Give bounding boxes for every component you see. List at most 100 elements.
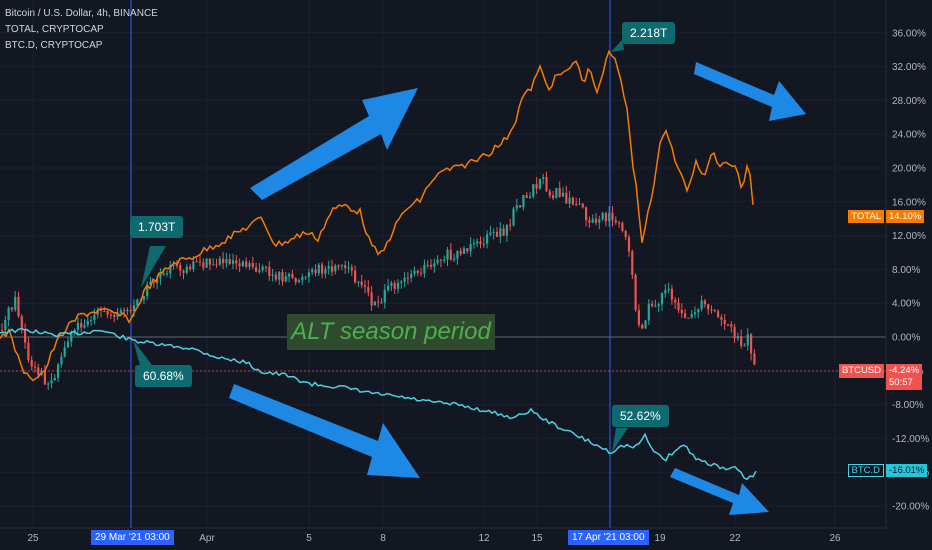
legend-symbol-total[interactable]: TOTAL, CRYPTOCAP	[5, 24, 104, 35]
candle-body	[707, 304, 710, 310]
candle-body	[268, 267, 271, 276]
candle-body	[340, 265, 343, 267]
arrow-down-icon	[229, 384, 420, 478]
candle-body	[344, 265, 347, 268]
price-axis-tick-label: 24.00%	[892, 130, 926, 141]
candle-body	[76, 322, 79, 330]
callout-pointer-2	[611, 40, 624, 52]
arrow-up-icon	[250, 88, 418, 200]
candle-body	[162, 273, 165, 275]
candle-body	[631, 251, 634, 275]
total-tag-value: 14.10%	[889, 211, 922, 222]
candle-body	[466, 248, 469, 252]
candle-body	[288, 273, 291, 277]
candle-body	[307, 272, 310, 277]
candle-body	[509, 224, 512, 226]
btcusd-tag-timer: 50:57	[889, 377, 913, 388]
candle-body	[743, 345, 746, 347]
candle-body	[581, 203, 584, 208]
candle-body	[594, 218, 598, 223]
candle-body	[502, 228, 505, 236]
candle-body	[231, 260, 235, 264]
legend-symbol-btcd[interactable]: BTC.D, CRYPTOCAP	[5, 40, 103, 51]
price-axis-tick-label: 28.00%	[892, 96, 926, 107]
candle-body	[17, 296, 20, 317]
candle-body	[156, 278, 159, 283]
time-axis[interactable]: 25 Apr 5 8 12 15 19 22 26	[27, 533, 841, 544]
time-axis-tick-label: 26	[829, 533, 841, 544]
candle-body	[43, 370, 46, 385]
candle-body	[116, 313, 119, 317]
callout-6068[interactable]: 60.68%	[135, 365, 192, 387]
candle-body	[750, 334, 753, 354]
candle-body	[311, 269, 314, 273]
candle-body	[169, 265, 172, 274]
candle-body	[545, 177, 548, 192]
candle-body	[297, 280, 301, 283]
chart-legend: Bitcoin / U.S. Dollar, 4h, BINANCE TOTAL…	[5, 6, 158, 54]
legend-symbol-btcusd[interactable]: Bitcoin / U.S. Dollar, 4h, BINANCE	[5, 8, 158, 19]
candle-body	[726, 324, 730, 326]
candle-body	[654, 305, 657, 307]
candle-body	[677, 302, 680, 310]
price-axis-tick-label: 4.00%	[892, 299, 920, 310]
candle-body	[126, 309, 129, 312]
total-series-line	[0, 49, 754, 382]
candle-body	[330, 266, 334, 272]
candle-body	[578, 203, 581, 205]
time-tag-right: 17 Apr '21 03:00	[568, 530, 649, 545]
candle-body	[132, 305, 136, 312]
candle-body	[548, 191, 551, 196]
callout-pointer-4	[612, 428, 628, 452]
callout-pointer-3	[133, 340, 152, 365]
candle-body	[57, 364, 60, 378]
candle-body	[396, 282, 400, 289]
time-axis-tick-label: Apr	[199, 533, 215, 544]
candle-body	[327, 266, 330, 269]
candle-body	[278, 272, 281, 280]
callout-5262[interactable]: 52.62%	[612, 405, 669, 427]
candle-body	[446, 249, 449, 260]
candle-body	[212, 264, 215, 266]
candle-body	[10, 307, 13, 310]
candle-body	[618, 222, 621, 224]
candle-body	[281, 272, 284, 282]
candle-body	[373, 301, 376, 306]
candle-body	[522, 195, 525, 208]
candle-body	[185, 266, 188, 273]
candle-body	[264, 266, 268, 268]
price-axis[interactable]: 36.00% 32.00% 28.00% 24.00% 20.00% 16.00% 12.0…	[892, 28, 929, 512]
candle-body	[248, 263, 251, 267]
candle-body	[241, 261, 244, 267]
time-tag-left: 29 Mar '21 03:00	[91, 530, 174, 545]
candle-body	[561, 192, 565, 197]
candle-body	[215, 264, 218, 266]
candle-body	[528, 196, 532, 198]
candle-body	[413, 270, 416, 274]
candle-body	[571, 197, 574, 205]
candle-body	[33, 366, 37, 368]
candle-body	[60, 356, 63, 365]
time-axis-tick-label: 25	[27, 533, 39, 544]
candle-body	[591, 218, 594, 223]
callout-1703t[interactable]: 1.703T	[130, 216, 184, 238]
candle-body	[611, 212, 614, 221]
candle-body	[208, 258, 211, 265]
candle-body	[198, 261, 202, 263]
candle-body	[608, 212, 611, 222]
candle-body	[53, 377, 56, 381]
price-axis-tick-label: 12.00%	[892, 231, 926, 242]
candle-body	[710, 309, 713, 311]
candle-body	[684, 313, 687, 318]
candle-body	[670, 288, 673, 300]
candle-body	[627, 237, 631, 252]
candle-body	[83, 324, 86, 328]
candle-body	[238, 263, 241, 267]
candle-body	[443, 259, 446, 261]
candle-body	[674, 299, 677, 303]
alt-season-label[interactable]: ALT season period	[287, 314, 495, 350]
callout-2218t[interactable]: 2.218T	[622, 22, 676, 44]
candle-body	[80, 322, 83, 328]
candle-body	[370, 292, 373, 306]
